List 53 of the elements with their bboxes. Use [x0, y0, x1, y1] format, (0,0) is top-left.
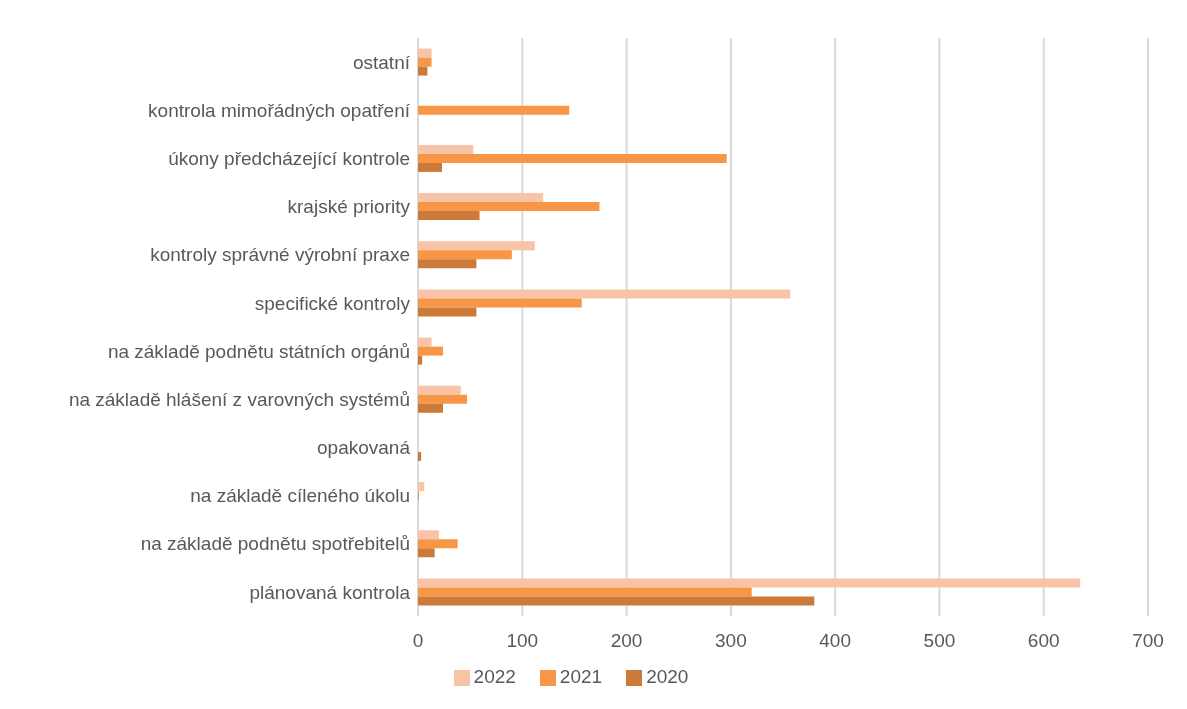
y-tick-label: kontroly správné výrobní praxe — [150, 244, 410, 266]
bar — [418, 539, 458, 549]
x-tick-label: 200 — [610, 630, 643, 652]
bar — [418, 144, 474, 154]
bar — [418, 66, 428, 76]
bar — [418, 105, 570, 115]
x-tick-label: 400 — [819, 630, 851, 652]
y-tick-label: kontrola mimořádných opatření — [148, 100, 411, 121]
y-tick-label: na základě cíleného úkolu — [190, 485, 410, 507]
legend-label: 2022 — [473, 666, 516, 687]
bar — [418, 211, 480, 221]
bar — [418, 298, 582, 308]
bar — [418, 578, 1081, 588]
y-tick-label: úkony předcházející kontrole — [168, 148, 410, 170]
bar — [418, 153, 727, 163]
y-tick-label: krajské priority — [287, 196, 411, 218]
bar — [418, 259, 477, 269]
bar — [418, 307, 477, 317]
x-tick-label: 300 — [715, 630, 747, 652]
x-tick-label: 700 — [1132, 630, 1164, 652]
bar — [418, 403, 444, 413]
bar — [418, 385, 461, 395]
bar — [418, 548, 435, 558]
bar — [418, 241, 535, 251]
x-tick-label: 0 — [412, 630, 424, 652]
y-tick-label: ostatní — [352, 51, 411, 73]
bar — [418, 162, 442, 172]
y-tick-label: na základě hlášení z varovných systémů — [68, 388, 410, 410]
bar — [418, 451, 422, 461]
bar — [418, 346, 444, 356]
y-tick-label: na základě podnětu státních orgánů — [107, 340, 410, 362]
bar — [418, 337, 432, 347]
y-tick-label: na základě podnětu spotřebitelů — [140, 533, 410, 555]
bar — [418, 355, 423, 365]
x-tick-label: 100 — [506, 630, 539, 652]
y-tick-label: specifické kontroly — [254, 292, 411, 314]
x-tick-label: 600 — [1027, 630, 1060, 652]
bar — [418, 289, 791, 299]
bar — [418, 57, 432, 67]
y-tick-label: plánovaná kontrola — [249, 581, 411, 603]
bar — [418, 587, 752, 597]
bar — [418, 48, 432, 58]
y-tick-label: opakovaná — [317, 437, 411, 459]
legend-label: 2020 — [646, 666, 689, 687]
bar — [418, 482, 425, 492]
bar — [418, 193, 544, 203]
legend-label: 2021 — [559, 666, 603, 687]
bar — [418, 202, 600, 212]
bar — [418, 596, 815, 606]
x-tick-label: 500 — [923, 630, 956, 652]
bar — [418, 250, 512, 260]
bar — [418, 530, 439, 540]
bar — [418, 394, 468, 404]
